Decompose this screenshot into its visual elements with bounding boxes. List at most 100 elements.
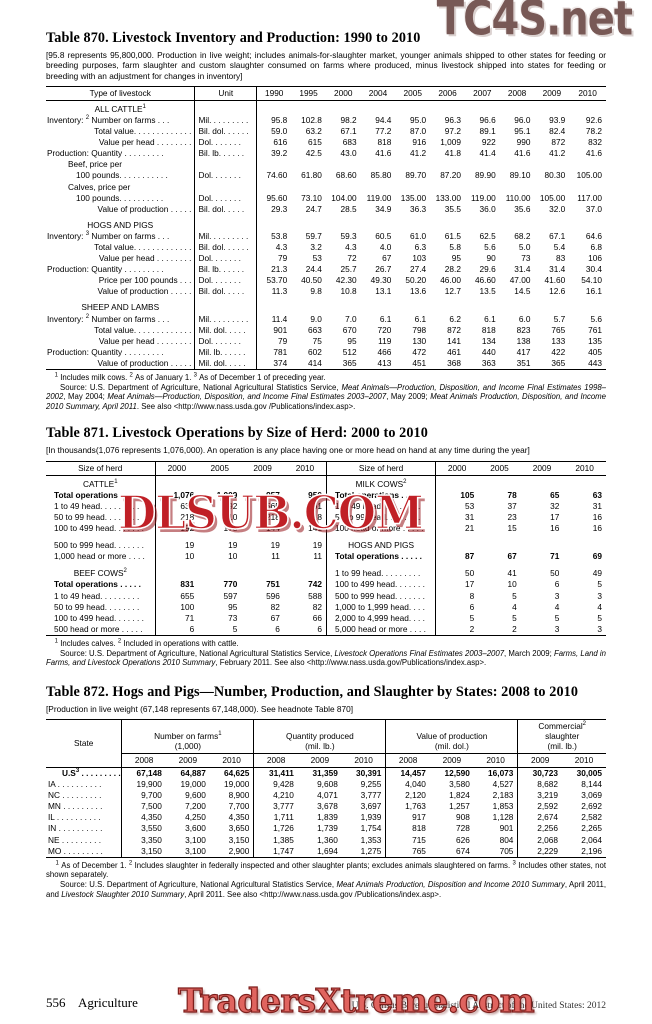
cell: 96.6 [479,114,496,125]
row-label: Production: Quantity . . . . . . . . . [47,264,164,275]
cell: 210 [223,512,238,522]
row-label: 100 to 499 head. . . . . . . [54,612,144,623]
cell: 3,100 [185,845,206,856]
row-label: 1,000 head or more . . . . [54,551,145,562]
col-nof-2010: 2010 [222,755,241,766]
group-label: HOGS AND PIGS [326,534,436,552]
col-year-2000: 2000 [334,87,353,98]
cell: 192 [154,523,199,535]
cell: 178 [223,523,238,534]
cell: 31.4 [514,264,531,275]
row-unit: Dol. . . . . . . [194,335,257,347]
cell: 950 [308,489,323,500]
table-872: State Number on farms1 (1,000) Quantity … [46,719,606,858]
row-label: 50 to 99 head. . . . . . . . [54,601,140,612]
table-row: Inventory: 2 Number on farms . . . Mil. .… [46,313,606,325]
cell: 901 [499,823,514,834]
cell: 15 [507,523,517,534]
cell: 1,824 [449,790,470,801]
cell: 96.3 [444,114,461,125]
row-unit: Mil. . . . . . . . . [194,313,257,325]
table-row: Value of production . . . . . Bil. dol. .… [46,203,606,215]
cell: 616 [256,137,292,149]
cell: 6.2 [449,313,461,324]
cell: 5.6 [590,313,602,324]
row-label: 500 to 999 head. . . . . . . [54,540,144,551]
cell: 105 [435,489,479,501]
cell: 561 [308,500,323,511]
cell [534,182,569,193]
cell: 32.0 [549,203,566,214]
col-l-2010: 2010 [295,462,315,473]
cell: 13.6 [410,286,427,297]
cell: 133 [551,335,566,346]
cell: 144 [266,523,280,534]
row-label: Value per head . . . . . . . . [98,253,192,264]
cell: 119 [378,335,392,346]
cell: 670 [342,324,357,335]
cell: 6.8 [590,242,602,253]
cell: 138 [516,335,531,346]
cell: 41.8 [444,148,461,159]
table-row: Production: Quantity . . . . . . . . . Mi… [46,346,606,358]
cell: 19,900 [121,779,166,791]
cell: 3,777 [360,790,382,801]
table-row: BEEF COWS2 1 to 99 head. . . . . . . . .5… [46,562,606,580]
cell [291,182,326,193]
cell: 13.1 [375,286,392,297]
cell: 218 [308,512,323,522]
cell: 3,580 [449,779,470,790]
cell: 6 [435,601,479,613]
row-label: Total value. . . . . . . . . . . . . [94,242,192,253]
cell: 24.7 [305,203,322,214]
cell: 59.7 [305,230,322,241]
cell: 6 [554,579,560,590]
table-row: Total value. . . . . . . . . . . . . Bil.… [46,242,606,254]
col-year-2010: 2010 [578,87,597,98]
cell: 3,650 [228,823,250,834]
cell: 19,000 [224,779,250,790]
col-type-of-livestock: Type of livestock [89,87,151,98]
cell: 770 [223,579,238,590]
cell: 32 [550,500,560,511]
cell: 49.30 [370,275,392,286]
row-label: 2,000 to 4,999 head. . . . [326,612,436,624]
cell: 8,900 [228,790,250,801]
cell: 64,887 [180,768,206,779]
cell: 21.3 [256,264,292,276]
cell: 67 [507,551,517,562]
cell: 715 [385,834,430,846]
cell: 135 [588,335,602,346]
cell: 7,700 [228,801,250,812]
cell: 24.4 [305,264,322,275]
cell: 68.2 [514,230,531,241]
cell: 35.6 [514,203,531,214]
cell [256,159,292,171]
cell: 16 [592,523,602,534]
row-label: 1 to 49 head. . . . . . . . . [54,500,140,511]
table-row: IA . . . . . . . . . . 19,900 19,000 19,000… [46,779,606,791]
cell: 2,196 [581,845,602,856]
cell: 218 [266,512,280,522]
table-row: 500 head or more . . . . . 6 5 6 6 5,000 head… [46,623,606,636]
cell: 104.00 [331,192,357,203]
cell: 40.50 [301,275,322,286]
cell: 588 [308,590,323,601]
table-row: IL . . . . . . . . . . 4,350 4,250 4,350 1,7… [46,812,606,824]
row-label: 100 pounds. . . . . . . . . . . [76,170,168,181]
cell: 4,071 [317,790,338,801]
cell: 5.4 [553,242,566,253]
cell: 67.1 [340,126,357,137]
table-870-title: Table 870. Livestock Inventory and Produ… [46,30,421,46]
cell: 4 [554,601,560,612]
group-label: HOGS AND PIGS [87,219,154,230]
cell: 2,900 [228,845,250,856]
cell: 3,100 [185,834,206,845]
cell: 4,250 [185,812,206,823]
span-number-on-farms: Number on farms1 (1,000) [121,719,254,755]
row-label: 5,000 head or more . . . . [326,623,436,636]
row-label: 500 to 999 head. . . . . . . [326,590,436,602]
col-nof-2009: 2009 [178,755,198,766]
cell: 42.30 [335,275,357,286]
cell [465,182,500,193]
